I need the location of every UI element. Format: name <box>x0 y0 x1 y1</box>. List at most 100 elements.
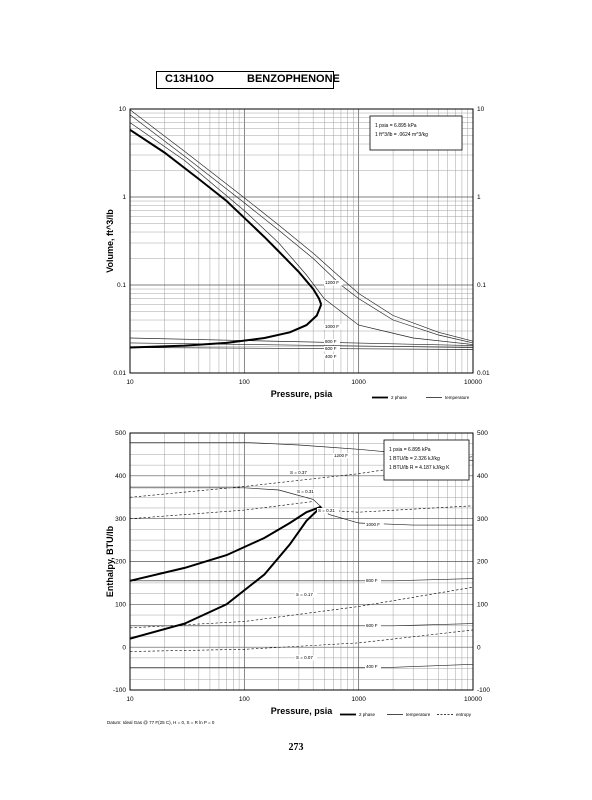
isotherm-label-bg <box>365 623 381 629</box>
y-tick-label-left: 400 <box>115 473 126 480</box>
conversion-text: 1 psia = 6.895 kPa <box>375 123 417 129</box>
legend-label: 2 phase <box>391 395 408 400</box>
isentrope-label: S = 0.21 <box>318 508 335 513</box>
isentrope-line <box>129 586 474 629</box>
x-axis-label: Pressure, psia <box>271 706 334 716</box>
isotherm-label-bg <box>324 324 343 330</box>
y-tick-label-right: 10 <box>477 106 485 113</box>
isentrope-label: S = 0.31 <box>297 489 314 494</box>
isotherm-label-bg <box>365 664 381 670</box>
x-tick-label: 1000 <box>351 379 366 386</box>
y-axis-label: Volume, ft^3/lb <box>105 209 115 273</box>
y-tick-label-left: 10 <box>119 106 127 113</box>
conversion-text: 1 ft^3/lb = .0624 m^3/kg <box>375 132 428 138</box>
compound-name: BENZOPHENONE <box>247 73 340 85</box>
conversion-text: 1 BTU/lb = 2.326 kJ/kg <box>389 456 440 462</box>
y-tick-label-right: 200 <box>477 559 488 566</box>
isotherm-label: 1200 F <box>334 453 348 458</box>
isotherm-line <box>130 663 474 668</box>
y-tick-label-left: 200 <box>115 559 126 566</box>
isentrope-line <box>129 501 314 519</box>
legend-label: entropy <box>456 712 472 717</box>
isentrope-line <box>129 629 474 652</box>
y-tick-label-right: 500 <box>477 430 488 437</box>
isotherm-label-bg <box>333 453 352 459</box>
legend-label: 2 phase <box>359 712 376 717</box>
isotherm-line <box>129 109 474 342</box>
isotherm-label: 400 F <box>325 354 337 359</box>
isotherm-line <box>129 337 474 346</box>
y-tick-label-right: 0 <box>477 644 481 651</box>
chart-2: 10 100 1000 10000 -100 0 100 200 300 400 500 -100 0 1… <box>105 430 490 725</box>
isotherm-label: 800 F <box>325 339 337 344</box>
isotherm-label: 1200 F <box>325 280 339 285</box>
y-tick-label-right: 100 <box>477 602 488 609</box>
y-tick-label-right: 400 <box>477 473 488 480</box>
isentrope-label: S = 0.17 <box>296 592 313 597</box>
x-tick-label: 1000 <box>351 696 366 703</box>
y-tick-label-right: -100 <box>477 687 490 694</box>
y-tick-label-left: 0.01 <box>113 370 126 377</box>
y-tick-label-left: 100 <box>115 602 126 609</box>
isentrope-label: S = 0.07 <box>296 655 313 660</box>
isotherm-label-bg <box>365 522 384 528</box>
isotherm-label: 800 F <box>366 578 378 583</box>
isotherm-label: 600 F <box>325 346 337 351</box>
y-tick-label-right: 300 <box>477 516 488 523</box>
isotherm-label: 400 F <box>366 664 378 669</box>
chart-1: 10 100 1000 100000.010.11100.010.1110Pressu… <box>105 106 490 400</box>
y-tick-label-left: 300 <box>115 516 126 523</box>
isentrope-label-bg <box>296 489 318 495</box>
isotherm-label-bg <box>324 280 343 286</box>
y-tick-label-left: -100 <box>113 687 126 694</box>
x-tick-label: 100 <box>239 696 250 703</box>
plot-frame <box>129 108 474 374</box>
y-tick-label-left: 500 <box>115 430 126 437</box>
isotherm-label-bg <box>324 346 340 352</box>
conversion-text: 1 psia = 6.895 kPa <box>389 447 431 453</box>
isentrope-label-bg <box>295 592 317 598</box>
isotherm-label: 600 F <box>366 623 378 628</box>
x-tick-label: 10000 <box>464 696 482 703</box>
isentrope-label: S = 0.37 <box>290 470 307 475</box>
datum-footnote: Datum: Ideal Gas @ 77 F(25 C), H = 0, S … <box>107 720 215 725</box>
isentrope-label-bg <box>317 508 339 514</box>
isotherm-label: 1000 F <box>366 522 380 527</box>
isotherm-line <box>130 578 474 582</box>
y-axis-label: Enthalpy, BTU/lb <box>105 525 115 597</box>
isotherm-line <box>129 114 474 344</box>
plot-frame <box>129 432 474 691</box>
y-tick-label-right: 0.01 <box>477 370 490 377</box>
y-tick-label-left: 0 <box>122 644 126 651</box>
isotherm-label: 1000 F <box>325 324 339 329</box>
x-tick-label: 100 <box>239 379 250 386</box>
isotherm-line <box>129 347 474 350</box>
isotherm-line <box>129 122 474 345</box>
saturation-liquid-curve <box>129 304 323 349</box>
isentrope-line <box>324 505 474 513</box>
y-tick-label-left: 0.1 <box>117 282 126 289</box>
conversion-box <box>383 439 470 481</box>
saturation-liquid-curve <box>129 505 322 640</box>
x-axis-label: Pressure, psia <box>271 389 334 399</box>
isentrope-label-bg <box>289 470 311 476</box>
isentrope-line <box>129 456 474 498</box>
x-tick-label: 10000 <box>464 379 482 386</box>
y-tick-label-right: 0.1 <box>477 282 486 289</box>
saturation-vapor-curve <box>129 128 323 305</box>
conversion-box <box>369 115 463 151</box>
saturation-vapor-curve <box>129 505 322 582</box>
isotherm-line <box>129 342 474 348</box>
y-tick-label-right: 1 <box>477 194 481 201</box>
conversion-text: 1 BTU/lb R = 4.187 kJ/kg K <box>389 465 450 471</box>
legend-label: temperature <box>406 712 431 717</box>
y-tick-label-left: 1 <box>122 194 126 201</box>
legend-label: temperature <box>445 395 470 400</box>
chemical-formula: C13H10O <box>165 73 214 85</box>
isotherm-line <box>130 623 474 627</box>
isotherm-label-bg <box>365 578 381 584</box>
isotherm-label-bg <box>324 354 340 360</box>
chart-title-box: C13H10O BENZOPHENONE <box>156 71 340 89</box>
x-tick-label: 10 <box>126 379 134 386</box>
